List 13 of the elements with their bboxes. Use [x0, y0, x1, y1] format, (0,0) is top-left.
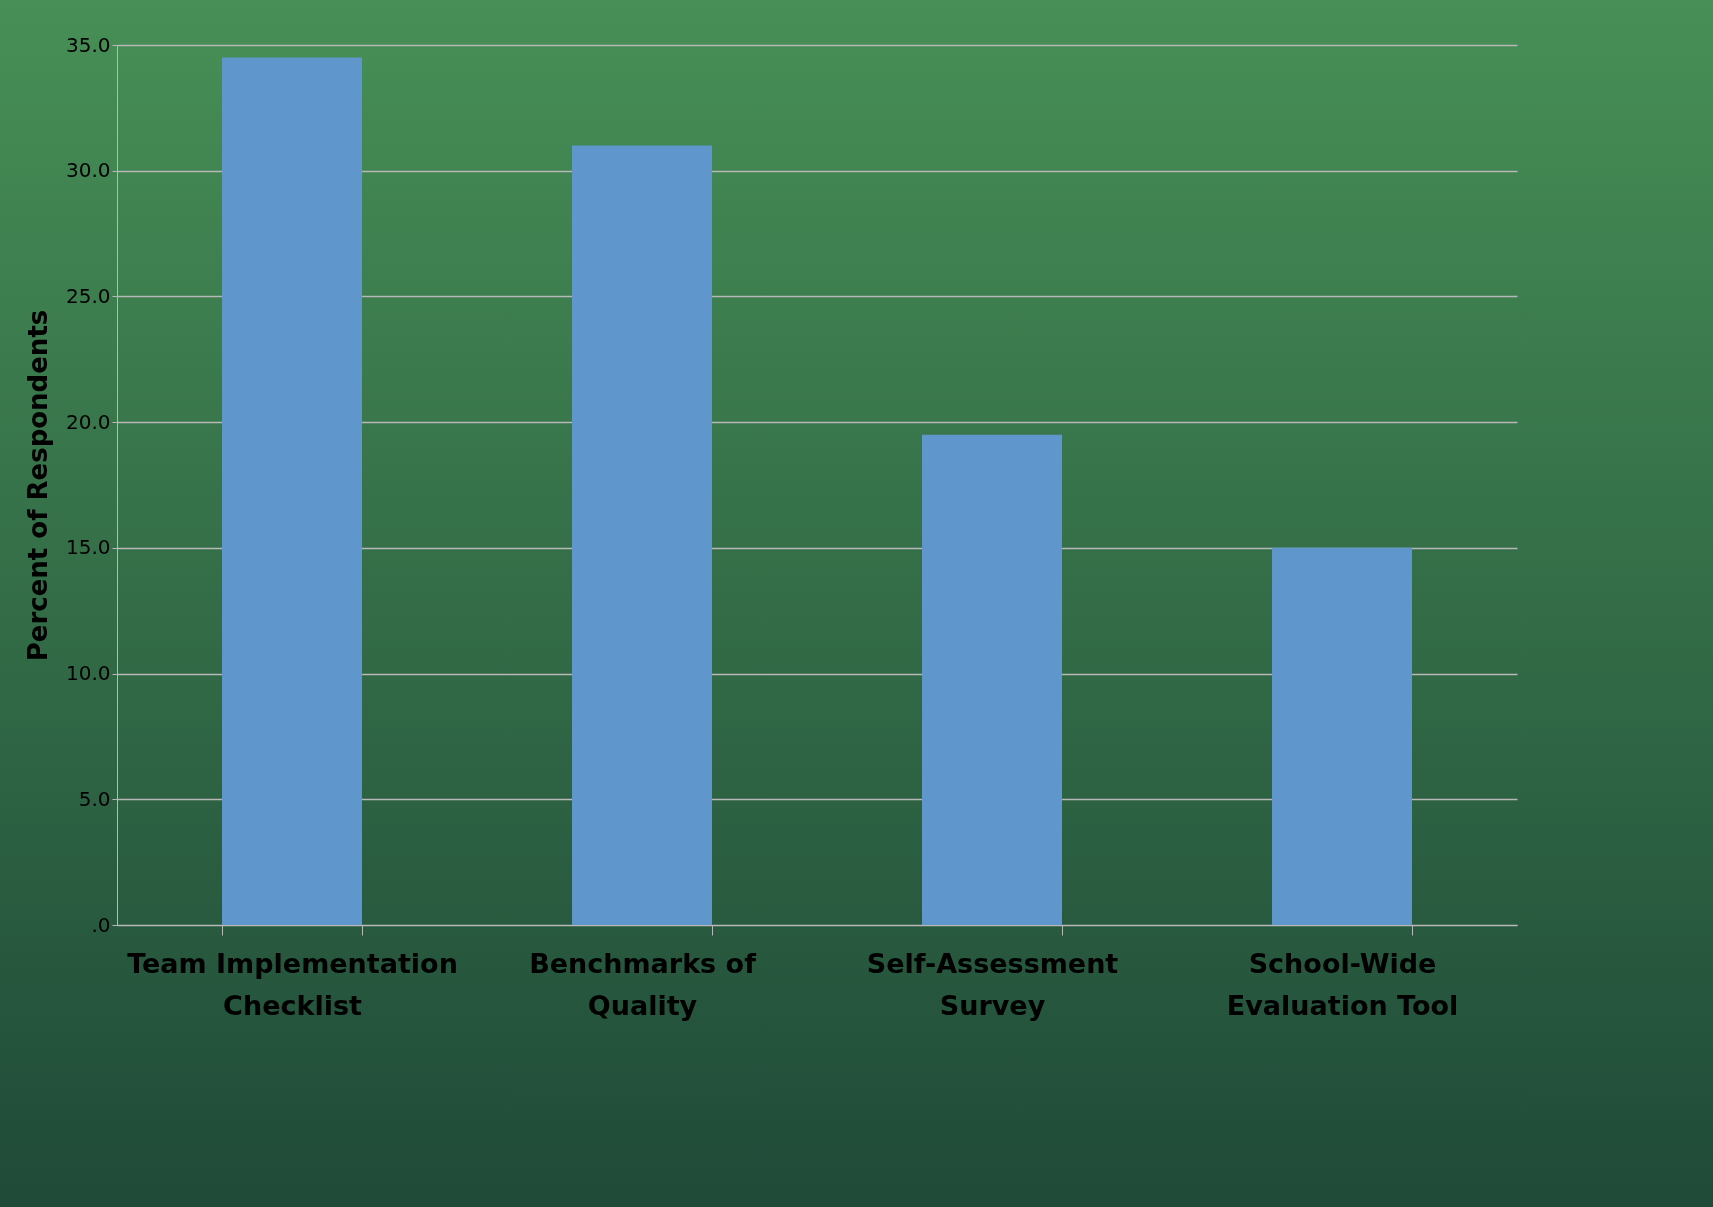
x-tick-label: Team Implementation Checklist [127, 947, 458, 1021]
y-tick-label: 35.0 [65, 32, 111, 57]
x-tick-label: Self-Assessment Survey [866, 947, 1119, 1021]
y-tick-label: 25.0 [65, 283, 111, 308]
x-tick-label: School-Wide Evaluation Tool [1226, 947, 1459, 1021]
y-tick-label: .0 [91, 912, 111, 937]
y-axis-title: Percent of Respondents [22, 309, 53, 662]
y-tick-label: 30.0 [65, 158, 111, 183]
x-tick-label: Benchmarks of Quality [529, 947, 757, 1021]
y-tick-label: 20.0 [65, 409, 111, 434]
y-tick-label: 5.0 [78, 786, 111, 811]
y-tick-label: 10.0 [65, 661, 111, 686]
y-tick-label: 15.0 [65, 535, 111, 560]
